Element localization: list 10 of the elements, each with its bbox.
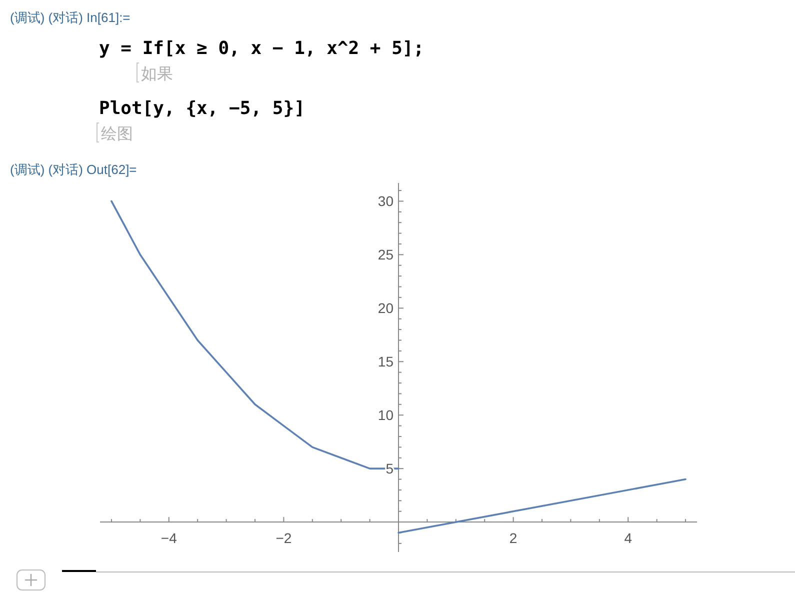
y-tick-label: 20 — [378, 300, 394, 316]
y-tick-label: 15 — [378, 354, 394, 370]
x-tick-label: −2 — [276, 530, 292, 546]
x-tick-label: −4 — [160, 530, 178, 546]
y-tick-label: 25 — [378, 246, 394, 263]
x-tick-label: 2 — [509, 530, 518, 546]
y-tick-label: 30 — [378, 193, 394, 210]
x-tick-label: 4 — [624, 530, 632, 546]
y-tick-label: 10 — [378, 407, 394, 424]
annotations: (调试) (对话) In[61]:= y = If[x ≥ 0, x − 1, x^2 + 5]; 如果 Plot[y, {x, −5, 5}] 绘图 (调试) (对话) Out[62]= — [10, 10, 424, 177]
